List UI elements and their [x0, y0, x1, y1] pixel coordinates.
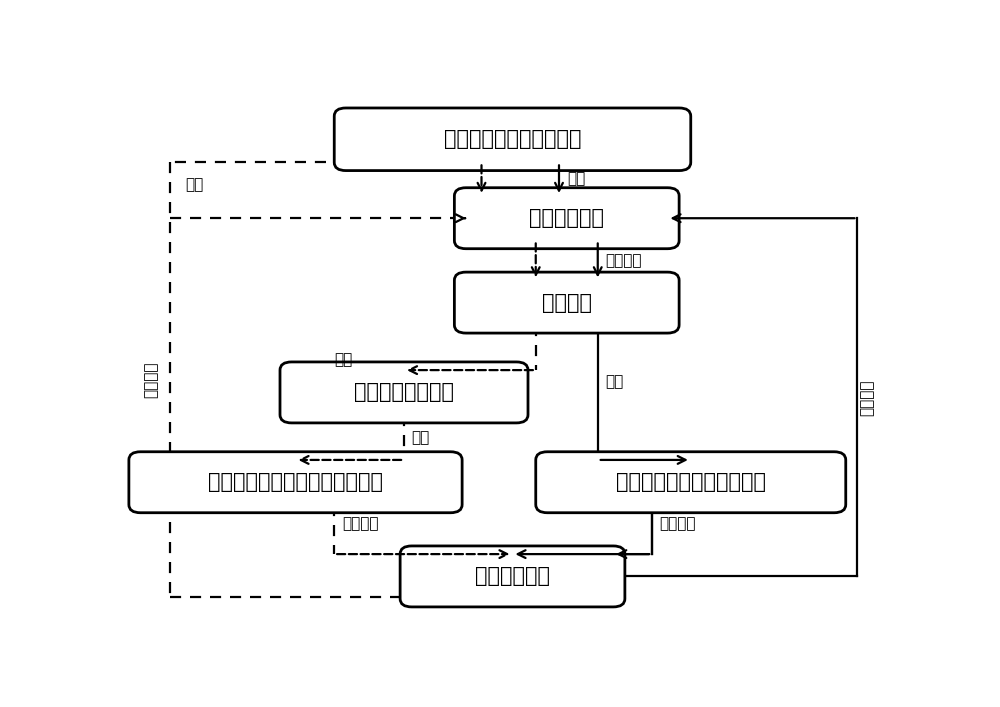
Text: 低压型电活性聚合物执行器: 低压型电活性聚合物执行器 [616, 472, 766, 492]
Text: 信息采集: 信息采集 [342, 516, 378, 532]
Text: 高能量密度低压直流电源: 高能量密度低压直流电源 [444, 129, 581, 149]
FancyBboxPatch shape [400, 546, 625, 607]
Text: 小型定值高压模块: 小型定值高压模块 [354, 382, 454, 402]
Text: 开关电路: 开关电路 [542, 293, 592, 312]
Text: 输出信号: 输出信号 [606, 253, 642, 268]
Text: 反馈感知单元: 反馈感知单元 [475, 566, 550, 586]
Text: 驱动: 驱动 [412, 430, 430, 445]
Text: 升压: 升压 [334, 351, 352, 367]
Text: 小型控制模块: 小型控制模块 [529, 209, 604, 228]
Text: 供电: 供电 [185, 177, 204, 192]
Text: 信息采集: 信息采集 [660, 516, 696, 532]
FancyBboxPatch shape [280, 362, 528, 423]
Text: 驱动: 驱动 [606, 374, 624, 389]
Text: 反馈调整: 反馈调整 [143, 361, 158, 397]
Text: 供电: 供电 [567, 172, 585, 187]
FancyBboxPatch shape [536, 452, 846, 513]
FancyBboxPatch shape [129, 452, 462, 513]
FancyBboxPatch shape [454, 188, 679, 249]
FancyBboxPatch shape [334, 108, 691, 170]
Text: 反馈调整: 反馈调整 [859, 379, 874, 416]
Text: 介电凝胶型电活性聚合物执行器: 介电凝胶型电活性聚合物执行器 [208, 472, 383, 492]
FancyBboxPatch shape [454, 272, 679, 333]
